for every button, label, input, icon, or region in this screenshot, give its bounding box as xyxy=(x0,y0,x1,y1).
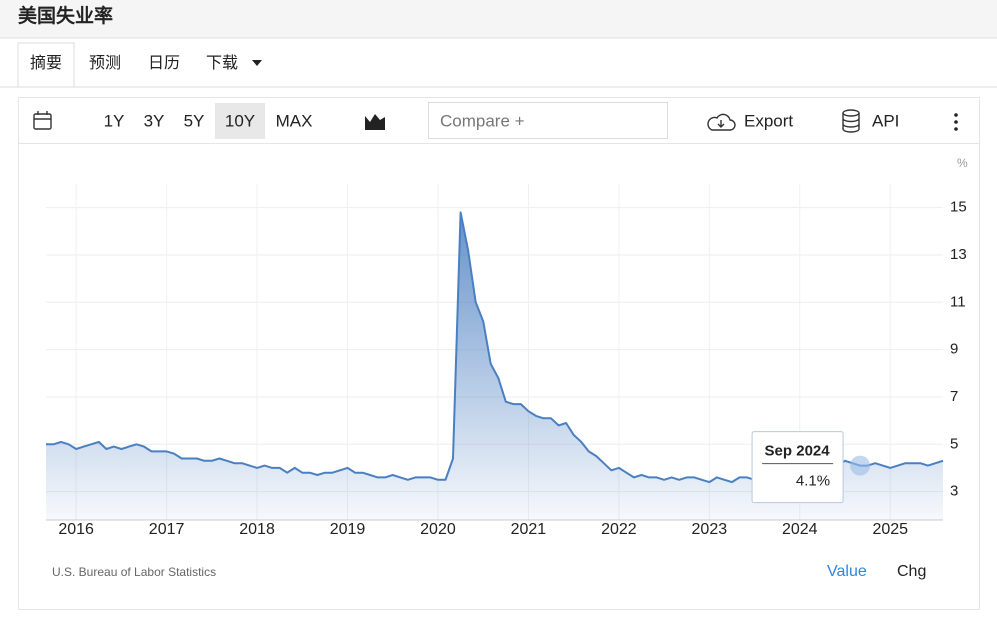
y-tick-label: 3 xyxy=(950,483,958,500)
x-tick-label: 2017 xyxy=(149,521,185,538)
page-title: 美国失业率 xyxy=(18,4,113,27)
source: U.S. Bureau of Labor Statistics xyxy=(52,565,216,579)
x-tick-label: 2016 xyxy=(58,521,94,538)
y-tick-label: 5 xyxy=(950,435,958,452)
range-button[interactable]: 3Y xyxy=(144,111,165,130)
unit-label: % xyxy=(957,156,968,170)
value-toggle[interactable]: Value xyxy=(827,563,867,580)
x-tick-label: 2019 xyxy=(330,521,366,538)
area xyxy=(46,212,943,520)
tab[interactable]: 日历 xyxy=(148,55,180,72)
plot: 3 5 7 9 11 13 15 2016 2017 2018 2019 2020 2021 2022 20… xyxy=(46,184,967,538)
range-button[interactable]: 10Y xyxy=(225,111,255,130)
x-tick-label: 2023 xyxy=(692,521,728,538)
y-tick-label: 9 xyxy=(950,341,958,358)
x-tick-label: 2024 xyxy=(782,521,818,538)
range-button[interactable]: MAX xyxy=(276,111,313,130)
range-selected xyxy=(215,103,265,139)
dropdown-caret xyxy=(252,60,262,66)
menu-icon[interactable] xyxy=(954,113,958,131)
calendar-icon[interactable] xyxy=(33,111,52,130)
api-button[interactable]: API xyxy=(872,111,899,130)
tab[interactable]: 下载 xyxy=(206,54,238,72)
x-tick-label: 2018 xyxy=(239,521,275,538)
range-button[interactable]: 5Y xyxy=(184,111,205,130)
header-bar xyxy=(0,0,997,38)
hover-point xyxy=(850,455,871,476)
y-tick-label: 15 xyxy=(950,199,967,216)
export-icon[interactable] xyxy=(707,113,736,131)
tab[interactable]: 摘要 xyxy=(30,54,62,72)
export-button[interactable]: Export xyxy=(744,111,793,130)
x-tick-label: 2020 xyxy=(420,521,456,538)
range-button[interactable]: 1Y xyxy=(104,111,125,130)
compare-input[interactable] xyxy=(428,102,668,139)
tab[interactable]: 预测 xyxy=(89,54,121,72)
tooltip-label: Sep 2024 xyxy=(765,443,831,460)
compare-placeholder: Compare + xyxy=(440,111,525,130)
x-tick-label: 2022 xyxy=(601,521,637,538)
tooltip-box xyxy=(751,431,844,504)
chart-type-icon[interactable] xyxy=(365,114,385,130)
x-tick-label: 2025 xyxy=(872,521,908,538)
api-icon[interactable] xyxy=(842,109,860,133)
tooltip-value: 4.1% xyxy=(796,473,830,490)
y-tick-label: 7 xyxy=(950,388,958,405)
x-tick-label: 2021 xyxy=(511,521,547,538)
y-tick-label: 11 xyxy=(950,293,966,310)
chart-panel xyxy=(18,97,980,610)
change-toggle[interactable]: Chg xyxy=(897,563,926,580)
y-tick-label: 13 xyxy=(950,246,967,263)
